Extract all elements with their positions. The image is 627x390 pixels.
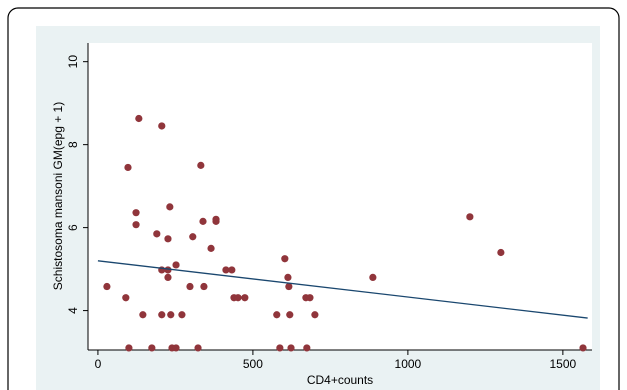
point <box>466 213 474 221</box>
point <box>148 344 156 352</box>
point <box>287 344 295 352</box>
point <box>103 282 111 291</box>
point <box>281 255 289 263</box>
point <box>311 311 319 319</box>
point <box>286 311 294 319</box>
point <box>212 217 220 225</box>
point <box>124 163 132 172</box>
point <box>172 261 180 269</box>
point <box>285 282 293 291</box>
x-tick-label: 0 <box>95 357 102 371</box>
y-axis-title: Schistosoma mansoni GM(epg + 1) <box>51 102 65 290</box>
point <box>284 273 292 281</box>
point <box>369 273 377 281</box>
point <box>186 282 194 291</box>
point <box>303 344 311 352</box>
point <box>228 266 236 274</box>
point <box>135 114 143 123</box>
x-axis-title: CD4+counts <box>307 373 373 387</box>
point <box>276 344 284 352</box>
point <box>153 230 161 238</box>
point <box>158 311 166 319</box>
point <box>200 282 208 291</box>
point <box>166 203 174 211</box>
y-tick-label: 10 <box>66 55 80 69</box>
point <box>139 311 147 319</box>
point <box>222 266 230 274</box>
x-tick-label: 1500 <box>550 357 577 371</box>
point <box>167 311 175 319</box>
plot-region <box>88 43 592 350</box>
point <box>234 294 242 302</box>
point <box>199 217 207 225</box>
point <box>172 344 180 352</box>
point <box>579 344 587 352</box>
point <box>197 161 205 169</box>
y-tick-label: 6 <box>66 224 80 231</box>
point <box>241 294 249 302</box>
point <box>132 209 140 217</box>
fit-line <box>97 260 588 319</box>
y-tick-label: 4 <box>66 307 80 314</box>
point <box>497 248 505 257</box>
point <box>164 273 172 281</box>
point <box>189 233 197 241</box>
x-tick-label: 1000 <box>395 357 422 371</box>
point <box>306 294 314 302</box>
point <box>125 344 133 352</box>
point <box>194 344 202 352</box>
x-tick-label: 500 <box>243 357 263 371</box>
point <box>273 311 281 319</box>
point <box>164 235 172 243</box>
point <box>122 294 130 302</box>
point <box>178 311 186 319</box>
point <box>158 122 166 130</box>
point <box>132 221 140 229</box>
y-tick-label: 8 <box>66 141 80 148</box>
point <box>207 244 215 252</box>
